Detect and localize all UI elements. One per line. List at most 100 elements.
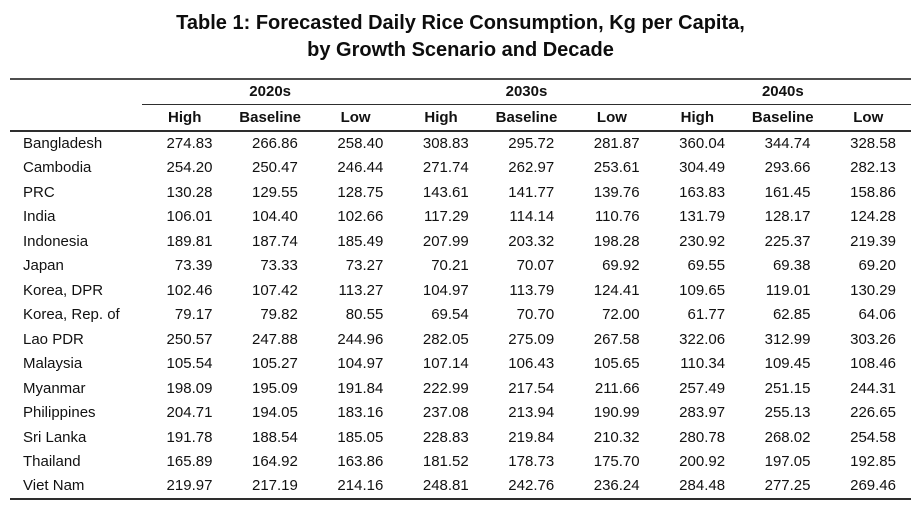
country-label: Philippines [23, 404, 96, 422]
value-cell: 282.05 [422, 330, 469, 348]
table-row: Korea, DPR 102.46 107.42 113.27 104.97 113.79… [10, 278, 911, 303]
country-label: Indonesia [23, 232, 89, 250]
country-label: Thailand [23, 453, 81, 471]
value-cell: 183.16 [337, 404, 384, 422]
value-cell: 104.97 [422, 281, 469, 299]
value-cell: 277.25 [764, 477, 811, 495]
value-cell: 195.09 [251, 379, 298, 397]
value-cell: 128.75 [337, 183, 384, 201]
value-cell: 210.32 [593, 428, 640, 446]
value-cell: 248.81 [422, 477, 469, 495]
value-cell: 165.89 [166, 453, 213, 471]
col-header-2040s-high: High [654, 104, 741, 132]
value-cell: 119.01 [765, 281, 811, 299]
country-label: Korea, Rep. of [23, 306, 120, 324]
value-cell: 344.74 [764, 135, 811, 153]
value-cell: 72.00 [602, 306, 640, 324]
value-cell: 73.33 [260, 257, 298, 275]
table-row: Viet Nam 219.97 217.19 214.16 248.81 242.76 23… [10, 474, 911, 499]
value-cell: 281.87 [593, 135, 640, 153]
value-cell: 102.66 [337, 208, 384, 226]
value-cell: 124.41 [593, 281, 640, 299]
table-row: Bangladesh 274.83 266.86 258.40 308.83 295.72… [10, 131, 911, 156]
value-cell: 198.28 [593, 232, 640, 250]
value-cell: 219.97 [166, 477, 213, 495]
country-label: India [23, 208, 56, 226]
value-cell: 181.52 [422, 453, 469, 471]
title-line-1: Table 1: Forecasted Daily Rice Consumpti… [176, 12, 745, 34]
value-cell: 262.97 [508, 159, 555, 177]
value-cell: 70.70 [516, 306, 555, 324]
value-cell: 130.29 [850, 281, 896, 299]
value-cell: 110.76 [594, 208, 640, 226]
col-header-2020s-low: Low [312, 104, 399, 132]
value-cell: 312.99 [764, 330, 811, 348]
table-row: PRC 130.28 129.55 128.75 143.61 141.77 139.76 1… [10, 180, 911, 205]
value-cell: 192.85 [850, 453, 896, 471]
value-cell: 322.06 [679, 330, 726, 348]
col-header-2040s-low: Low [825, 104, 911, 132]
table-row: India 106.01 104.40 102.66 117.29 114.14 110.7… [10, 205, 911, 230]
value-cell: 73.39 [174, 257, 213, 275]
col-header-2030s-high: High [398, 104, 484, 132]
col-header-2020s-baseline: Baseline [227, 104, 313, 132]
value-cell: 190.99 [593, 404, 640, 422]
value-cell: 303.26 [850, 330, 896, 348]
value-cell: 107.14 [422, 355, 469, 373]
value-cell: 257.49 [679, 379, 726, 397]
value-cell: 236.24 [593, 477, 640, 495]
value-cell: 293.66 [764, 159, 811, 177]
value-cell: 80.55 [345, 306, 384, 324]
value-cell: 200.92 [679, 453, 726, 471]
value-cell: 131.79 [679, 208, 726, 226]
value-cell: 187.74 [251, 232, 298, 250]
corner-cell [10, 79, 142, 104]
value-cell: 141.77 [508, 183, 555, 201]
value-cell: 139.76 [593, 183, 640, 201]
country-label: Cambodia [23, 159, 92, 177]
value-cell: 117.29 [423, 208, 469, 226]
country-label: Bangladesh [23, 135, 103, 153]
value-cell: 185.05 [337, 428, 384, 446]
value-cell: 191.84 [337, 379, 384, 397]
table-row: Malaysia 105.54 105.27 104.97 107.14 106.43 10… [10, 352, 911, 377]
value-cell: 283.97 [679, 404, 726, 422]
value-cell: 79.82 [260, 306, 298, 324]
value-cell: 163.86 [337, 453, 384, 471]
value-cell: 164.92 [251, 453, 298, 471]
country-label: Lao PDR [23, 330, 84, 348]
table-row: Myanmar 198.09 195.09 191.84 222.99 217.54 211… [10, 376, 911, 401]
rice-consumption-table: 2020s 2030s 2040s High Baseline Low High… [10, 78, 911, 500]
value-cell: 70.21 [431, 257, 469, 275]
value-cell: 255.13 [764, 404, 811, 422]
value-cell: 222.99 [422, 379, 469, 397]
value-cell: 189.81 [166, 232, 213, 250]
value-cell: 104.40 [251, 208, 298, 226]
value-cell: 225.37 [764, 232, 811, 250]
value-cell: 175.70 [593, 453, 640, 471]
value-cell: 62.85 [772, 306, 811, 324]
value-cell: 69.55 [687, 257, 726, 275]
value-cell: 267.58 [593, 330, 640, 348]
table-row: Thailand 165.89 164.92 163.86 181.52 178.73 17… [10, 450, 911, 475]
country-label: Viet Nam [23, 477, 85, 495]
title-line-2: by Growth Scenario and Decade [307, 39, 614, 61]
value-cell: 105.54 [166, 355, 213, 373]
value-cell: 113.79 [509, 281, 555, 299]
value-cell: 158.86 [850, 183, 896, 201]
decade-header-2040s: 2040s [654, 79, 911, 105]
value-cell: 258.40 [337, 135, 384, 153]
value-cell: 328.58 [850, 135, 896, 153]
value-cell: 244.96 [337, 330, 384, 348]
value-cell: 268.02 [764, 428, 811, 446]
table-row: Korea, Rep. of 79.17 79.82 80.55 69.54 70.70 7… [10, 303, 911, 328]
value-cell: 230.92 [679, 232, 726, 250]
value-cell: 219.39 [850, 232, 896, 250]
value-cell: 104.97 [337, 355, 384, 373]
value-cell: 254.58 [850, 428, 896, 446]
value-cell: 271.74 [422, 159, 469, 177]
value-cell: 114.14 [509, 208, 555, 226]
value-cell: 69.38 [772, 257, 811, 275]
value-cell: 203.32 [508, 232, 555, 250]
corner-cell [10, 104, 142, 132]
